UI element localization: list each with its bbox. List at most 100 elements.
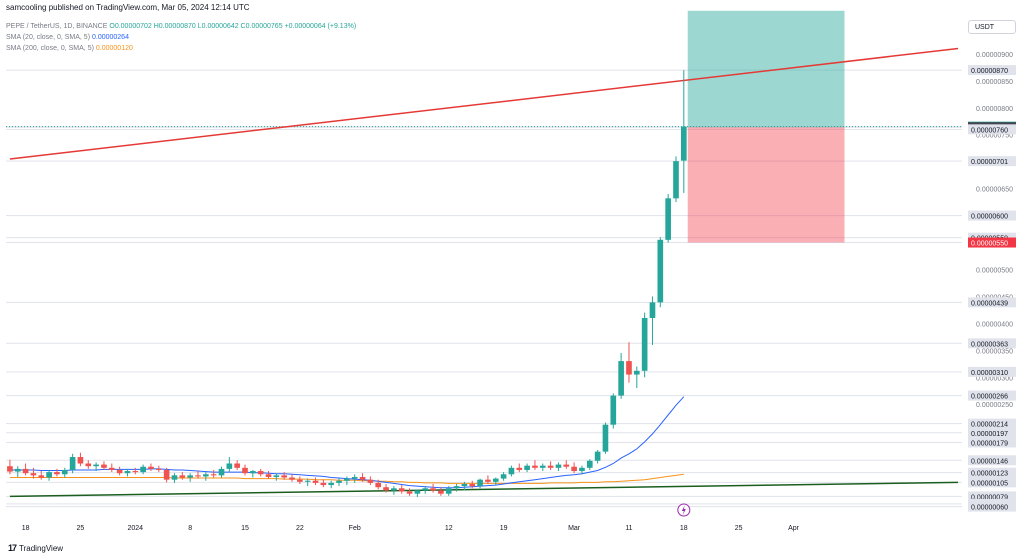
price-marker: 0.00000197 <box>968 427 1016 438</box>
time-tick-label: 18 <box>22 525 30 532</box>
candle <box>649 296 656 345</box>
candle-body <box>116 469 123 474</box>
candle <box>359 473 366 482</box>
candle <box>312 477 319 486</box>
candle <box>626 342 632 383</box>
candle-body <box>680 126 687 161</box>
candle <box>633 366 640 389</box>
candle <box>406 488 413 496</box>
candle <box>414 489 421 497</box>
candle-body <box>210 474 217 476</box>
candle-body <box>516 467 523 470</box>
candle <box>328 480 335 489</box>
candle-body <box>539 465 546 468</box>
time-tick-label: 11 <box>625 525 632 532</box>
legend-sma20-value: 0.00000264 <box>91 34 129 41</box>
currency-button[interactable]: USDT <box>968 20 1016 34</box>
publish-info: samcooling published on TradingView.com,… <box>6 3 250 12</box>
candle <box>398 485 405 494</box>
candle-body <box>304 480 311 482</box>
candle <box>61 467 68 478</box>
price-tick-label: 0.00000350 <box>976 348 1013 355</box>
candle-body <box>7 466 13 472</box>
price-chart[interactable]: 0.000009500.000009000.000008500.00000800… <box>0 0 1024 540</box>
candle-body <box>273 475 280 477</box>
candle <box>281 472 288 480</box>
legend-symbol-row[interactable]: PEPE / TetherUS, 1D, BINANCE O0.00000702… <box>6 21 356 32</box>
candle-body <box>579 467 585 472</box>
candle-body <box>422 488 429 491</box>
candle-body <box>93 464 99 467</box>
candle-body <box>492 478 499 482</box>
candle <box>594 450 601 464</box>
price-marker-bg <box>968 210 1016 221</box>
price-marker-label: 0.00000439 <box>971 300 1008 307</box>
candle-body <box>226 463 233 469</box>
price-marker-bg <box>968 366 1016 377</box>
candle <box>77 452 84 467</box>
candle-body <box>108 467 115 470</box>
price-marker: 0.00000310 <box>968 366 1016 377</box>
profit-zone <box>687 10 845 128</box>
time-tick-label: 18 <box>680 525 688 532</box>
candle-body <box>195 475 201 477</box>
time-axis: 18 25 2024 8 15 22 Feb 12 19 Mar 11 18 25 Apr <box>22 503 800 532</box>
candle <box>14 466 21 477</box>
candle-body <box>265 474 272 477</box>
price-axis: 0.000009500.000009000.000008500.00000800… <box>968 25 1016 512</box>
price-marker: 0.00000600 <box>968 210 1016 221</box>
candle <box>171 473 178 483</box>
price-marker-label: 0.00000214 <box>971 422 1008 429</box>
candle-body <box>61 469 68 475</box>
price-marker: 0.00000760 <box>968 124 1016 135</box>
candle-body <box>485 479 491 482</box>
legend-sma20-row[interactable]: SMA (20, close, 0, SMA, 5) 0.00000264 <box>6 32 356 43</box>
time-tick-label: 15 <box>241 525 249 532</box>
candle <box>485 475 491 484</box>
lightning-icon[interactable] <box>677 503 691 517</box>
candle <box>22 463 29 476</box>
candle-body <box>555 464 562 468</box>
candle <box>524 463 530 473</box>
tradingview-logo[interactable]: 17 TradingView <box>8 543 63 553</box>
candle <box>579 465 585 475</box>
candle-body <box>673 161 679 199</box>
candle <box>586 459 593 470</box>
legend-ohlc: O0.00000702 H0.00000870 L0.00000642 C0.0… <box>109 23 357 30</box>
candle <box>430 483 436 493</box>
candle <box>438 487 444 496</box>
candle-body <box>140 466 146 473</box>
trendline-resistance <box>9 47 959 160</box>
candle-body <box>77 457 84 464</box>
candle-body <box>242 467 248 474</box>
price-tick-label: 0.00000650 <box>976 187 1013 194</box>
candle-body <box>618 361 624 396</box>
price-marker-bg <box>968 491 1016 502</box>
candle <box>391 486 397 495</box>
candle-body <box>148 466 154 469</box>
candle-body <box>234 463 240 468</box>
candle-body <box>359 476 366 480</box>
price-marker-bg <box>968 124 1016 135</box>
chart-legend: PEPE / TetherUS, 1D, BINANCE O0.00000702… <box>6 21 356 54</box>
candle-body <box>633 370 640 375</box>
price-marker: 0.00000214 <box>968 418 1016 429</box>
candle <box>555 462 562 472</box>
candle <box>673 156 679 203</box>
price-marker-bg <box>968 297 1016 308</box>
time-tick-label: 25 <box>735 525 743 532</box>
legend-sma200-row[interactable]: SMA (200, close, 0, SMA, 5) 0.00000120 <box>6 43 356 54</box>
candle-body <box>257 471 264 475</box>
candle <box>539 463 546 472</box>
time-tick-label: Feb <box>349 525 361 532</box>
candle-body <box>163 469 170 480</box>
candle-body <box>649 302 656 318</box>
time-tick-label: 2024 <box>128 525 144 532</box>
price-marker: 0.00000439 <box>968 297 1016 308</box>
candle <box>187 473 193 482</box>
candle <box>508 465 515 477</box>
candle-body <box>336 480 342 483</box>
price-marker: 0.00000701 <box>968 156 1016 167</box>
candle <box>108 463 115 473</box>
candle <box>375 479 382 490</box>
